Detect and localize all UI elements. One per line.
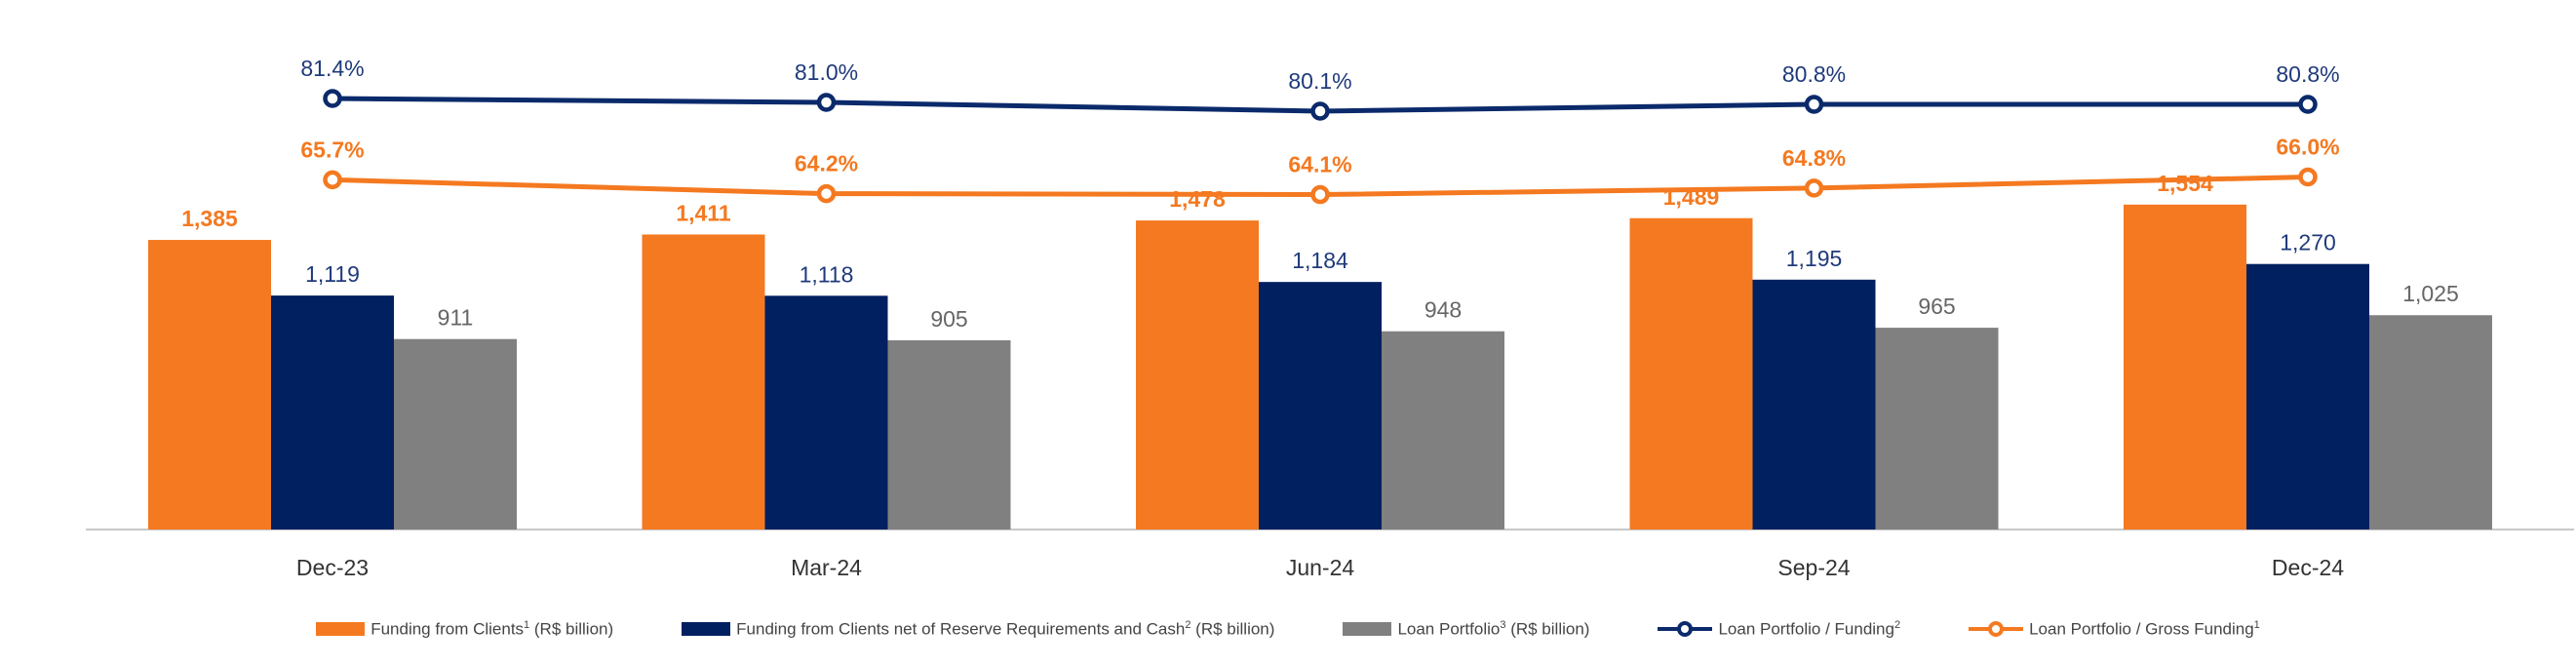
bar-funding-from-clients-net-of-reserve-requirements-and-cash-sep-24 bbox=[1752, 279, 1876, 530]
legend-item-loan-funding-ratio: Loan Portfolio / Funding2 bbox=[1658, 619, 1900, 640]
point-loan-portfolio-gross-funding-mar-24 bbox=[816, 183, 837, 204]
legend-label: Loan Portfolio / Funding2 bbox=[1718, 618, 1901, 639]
legend-label: Loan Portfolio3 (R$ billion) bbox=[1397, 618, 1590, 639]
bar-funding-from-clients-sep-24 bbox=[1629, 217, 1753, 530]
bar-loan-portfolio-mar-24 bbox=[887, 339, 1011, 530]
point-loan-portfolio-funding-dec-23 bbox=[323, 89, 342, 108]
point-loan-portfolio-funding-sep-24 bbox=[1804, 95, 1824, 114]
combo-chart: 1,385 1,119 911 Dec-23 1,411 1,118 905 Mar-24 1,… bbox=[86, 56, 2574, 580]
legend-item-funding-net-reserve: Funding from Clients net of Reserve Requ… bbox=[682, 619, 1274, 640]
bar-loan-portfolio-dec-23 bbox=[394, 338, 517, 530]
data-label-loan-portfolio-gross-funding-jun-24: 64.1% bbox=[1288, 152, 1351, 177]
x-tick-label-sep-24: Sep-24 bbox=[1777, 555, 1850, 580]
legend-label: Loan Portfolio / Gross Funding1 bbox=[2029, 618, 2260, 639]
legend-swatch-orange-bar bbox=[316, 622, 366, 636]
legend-item-loan-gross-funding-ratio: Loan Portfolio / Gross Funding1 bbox=[1969, 619, 2260, 640]
legend-swatch-orange-line bbox=[1969, 621, 2024, 637]
data-label-funding-from-clients-net-of-reserve-requirements-and-cash-sep-24: 1,195 bbox=[1786, 246, 1843, 271]
data-label-funding-from-clients-dec-23: 1,385 bbox=[181, 206, 238, 231]
point-loan-portfolio-funding-dec-24 bbox=[2298, 95, 2318, 114]
legend-label: Funding from Clients1 (R$ billion) bbox=[371, 618, 614, 639]
legend-swatch-navy-bar bbox=[682, 622, 731, 636]
x-tick-label-dec-23: Dec-23 bbox=[296, 555, 369, 580]
x-tick-label-jun-24: Jun-24 bbox=[1286, 555, 1355, 580]
point-loan-portfolio-gross-funding-dec-24 bbox=[2298, 167, 2318, 187]
data-label-loan-portfolio-mar-24: 905 bbox=[930, 306, 967, 332]
bar-funding-from-clients-net-of-reserve-requirements-and-cash-dec-24 bbox=[2246, 263, 2369, 530]
data-label-loan-portfolio-dec-24: 1,025 bbox=[2402, 281, 2459, 306]
bar-funding-from-clients-net-of-reserve-requirements-and-cash-dec-23 bbox=[271, 295, 394, 530]
x-tick-label-dec-24: Dec-24 bbox=[2272, 555, 2344, 580]
data-label-funding-from-clients-dec-24: 1,554 bbox=[2157, 171, 2213, 196]
data-label-loan-portfolio-gross-funding-dec-23: 65.7% bbox=[300, 137, 364, 162]
data-label-loan-portfolio-gross-funding-dec-24: 66.0% bbox=[2276, 135, 2339, 160]
bar-funding-from-clients-net-of-reserve-requirements-and-cash-jun-24 bbox=[1259, 282, 1382, 530]
bar-funding-from-clients-dec-24 bbox=[2124, 204, 2246, 530]
legend-item-loan-portfolio: Loan Portfolio3 (R$ billion) bbox=[1343, 619, 1589, 640]
bar-funding-from-clients-mar-24 bbox=[642, 234, 765, 530]
data-label-funding-from-clients-net-of-reserve-requirements-and-cash-dec-24: 1,270 bbox=[2280, 230, 2336, 255]
legend-swatch-gray-bar bbox=[1343, 622, 1392, 636]
point-loan-portfolio-gross-funding-jun-24 bbox=[1310, 184, 1330, 205]
data-label-funding-from-clients-mar-24: 1,411 bbox=[676, 200, 730, 225]
data-label-loan-portfolio-funding-dec-24: 80.8% bbox=[2276, 61, 2339, 87]
legend-swatch-navy-line bbox=[1658, 621, 1713, 637]
data-label-funding-from-clients-jun-24: 1,478 bbox=[1169, 186, 1226, 212]
data-label-loan-portfolio-jun-24: 948 bbox=[1425, 297, 1462, 323]
bar-funding-from-clients-jun-24 bbox=[1136, 220, 1259, 530]
point-loan-portfolio-funding-mar-24 bbox=[816, 93, 837, 112]
x-tick-label-mar-24: Mar-24 bbox=[791, 555, 862, 580]
data-label-loan-portfolio-funding-mar-24: 81.0% bbox=[795, 59, 858, 85]
bar-funding-from-clients-net-of-reserve-requirements-and-cash-mar-24 bbox=[764, 295, 888, 530]
data-label-loan-portfolio-funding-jun-24: 80.1% bbox=[1288, 68, 1351, 94]
data-label-loan-portfolio-funding-sep-24: 80.8% bbox=[1782, 61, 1846, 87]
data-label-loan-portfolio-gross-funding-mar-24: 64.2% bbox=[795, 151, 858, 177]
data-label-loan-portfolio-dec-23: 911 bbox=[438, 305, 474, 331]
data-label-loan-portfolio-gross-funding-sep-24: 64.8% bbox=[1782, 145, 1846, 171]
data-label-funding-from-clients-net-of-reserve-requirements-and-cash-dec-23: 1,119 bbox=[305, 261, 360, 287]
bar-funding-from-clients-dec-23 bbox=[148, 240, 271, 530]
data-label-loan-portfolio-funding-dec-23: 81.4% bbox=[300, 56, 364, 81]
chart-legend: Funding from Clients1 (R$ billion) Fundi… bbox=[0, 614, 2576, 644]
legend-item-funding-from-clients: Funding from Clients1 (R$ billion) bbox=[316, 619, 613, 640]
point-loan-portfolio-gross-funding-sep-24 bbox=[1804, 178, 1824, 198]
data-label-funding-from-clients-net-of-reserve-requirements-and-cash-mar-24: 1,118 bbox=[800, 261, 854, 287]
bar-loan-portfolio-jun-24 bbox=[1382, 331, 1504, 530]
point-loan-portfolio-funding-jun-24 bbox=[1310, 101, 1330, 121]
data-label-loan-portfolio-sep-24: 965 bbox=[1918, 294, 1955, 319]
legend-label: Funding from Clients net of Reserve Requ… bbox=[736, 618, 1275, 639]
point-loan-portfolio-gross-funding-dec-23 bbox=[323, 170, 342, 190]
bar-loan-portfolio-sep-24 bbox=[1875, 328, 1999, 530]
data-label-funding-from-clients-net-of-reserve-requirements-and-cash-jun-24: 1,184 bbox=[1292, 248, 1348, 273]
bar-loan-portfolio-dec-24 bbox=[2369, 315, 2492, 530]
